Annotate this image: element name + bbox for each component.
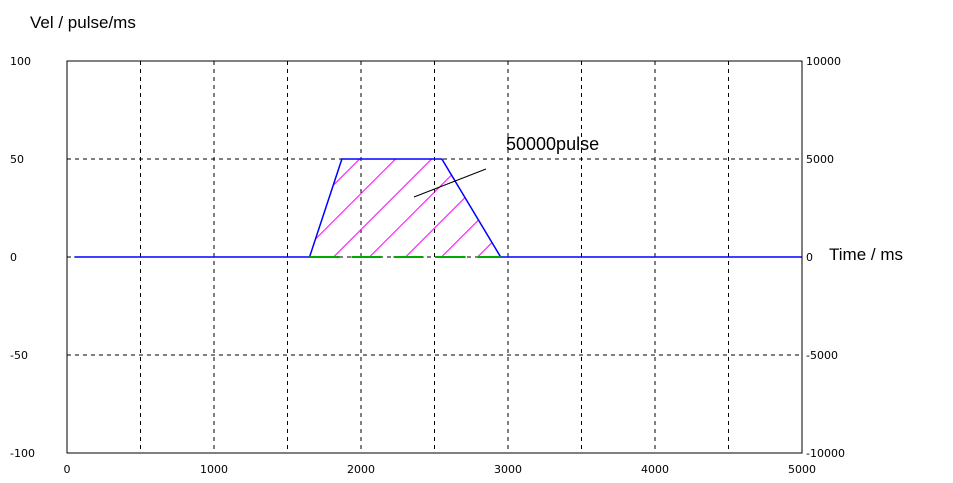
y-tick-label: -100 bbox=[10, 447, 35, 460]
area-hatch bbox=[190, 147, 624, 257]
tick-labels: 0 1000 2000 3000 4000 5000 100 50 0 -50 -100 10000 5… bbox=[10, 55, 845, 476]
y-tick-label: 0 bbox=[10, 251, 17, 264]
hatch-stroke bbox=[369, 159, 480, 257]
plot-frame bbox=[66, 60, 803, 454]
area-annotation-label: 50000pulse bbox=[506, 134, 599, 154]
hatch-stroke bbox=[309, 159, 372, 257]
hatch-stroke bbox=[190, 147, 300, 257]
x-tick-label: 1000 bbox=[200, 463, 228, 476]
y-tick-label: 100 bbox=[10, 55, 31, 68]
y-tick-label: -50 bbox=[10, 349, 28, 362]
x-tick-label: 4000 bbox=[641, 463, 669, 476]
x-tick-label: 0 bbox=[64, 463, 71, 476]
y2-tick-label: 10000 bbox=[806, 55, 841, 68]
hatch-stroke bbox=[309, 159, 336, 257]
velocity-line bbox=[74, 158, 802, 258]
y2-tick-label: 0 bbox=[806, 251, 813, 264]
hatch-stroke bbox=[477, 159, 501, 257]
y2-tick-label: -10000 bbox=[806, 447, 845, 460]
x-tick-label: 3000 bbox=[494, 463, 522, 476]
x-tick-label: 2000 bbox=[347, 463, 375, 476]
y-tick-label: 50 bbox=[10, 153, 24, 166]
y2-tick-label: 5000 bbox=[806, 153, 834, 166]
y2-tick-label: -5000 bbox=[806, 349, 838, 362]
series-layer bbox=[74, 158, 802, 258]
hatch-stroke bbox=[333, 159, 444, 257]
hatch-stroke bbox=[309, 159, 408, 257]
hatch-stroke bbox=[441, 159, 501, 257]
hatch-stroke bbox=[514, 147, 624, 257]
hatch-stroke bbox=[405, 159, 501, 257]
y-axis-label: Vel / pulse/ms bbox=[30, 13, 136, 32]
x-tick-label: 5000 bbox=[788, 463, 816, 476]
x-axis-label: Time / ms bbox=[829, 245, 903, 264]
annotation-leader-line bbox=[413, 168, 487, 198]
annotations: 50000pulse bbox=[413, 134, 599, 198]
